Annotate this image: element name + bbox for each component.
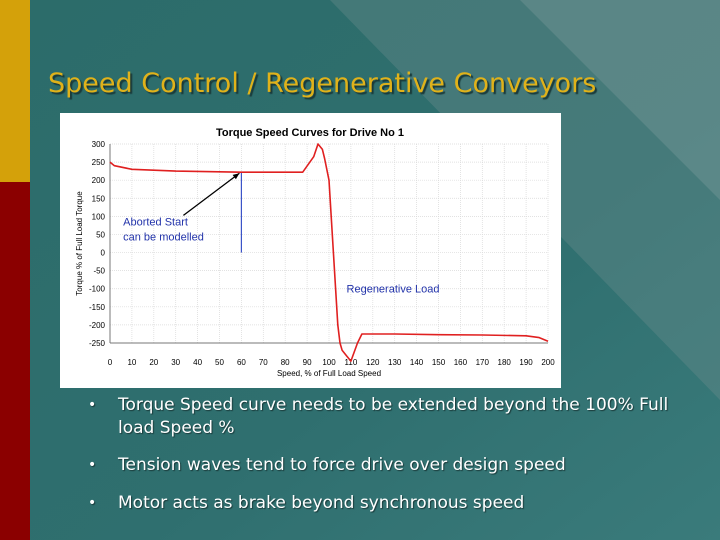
x-tick-label: 0 (108, 358, 113, 367)
y-axis-label: Torque % of Full Load Torque (75, 191, 84, 296)
x-tick-label: 50 (215, 358, 224, 367)
y-tick-label: -250 (89, 339, 106, 348)
bullet-item: • Motor acts as brake beyond synchronous… (88, 492, 688, 515)
bullet-dot-icon: • (88, 397, 97, 413)
y-tick-label: 100 (92, 212, 106, 221)
y-tick-label: 200 (92, 176, 106, 185)
x-tick-label: 190 (519, 358, 533, 367)
y-tick-label: -100 (89, 285, 106, 294)
x-tick-label: 200 (541, 358, 555, 367)
x-tick-label: 140 (410, 358, 424, 367)
red-bar (0, 182, 30, 540)
slide-title: Speed Control / Regenerative Conveyors (48, 68, 597, 99)
x-tick-label: 180 (498, 358, 512, 367)
y-tick-label: 50 (96, 230, 105, 239)
x-tick-label: 120 (366, 358, 380, 367)
x-tick-label: 100 (322, 358, 336, 367)
x-tick-label: 60 (237, 358, 246, 367)
torque-speed-chart: Torque Speed Curves for Drive No 1 30025… (75, 127, 555, 378)
x-tick-label: 20 (149, 358, 158, 367)
grid (109, 143, 549, 344)
x-axis-label: Speed, % of Full Load Speed (277, 369, 381, 378)
bullet-text: Torque Speed curve needs to be extended … (118, 395, 669, 438)
arrow-shaft (183, 172, 240, 216)
annotation-arrow (183, 172, 240, 216)
x-tick-label: 110 (345, 358, 358, 367)
bullet-dot-icon: • (88, 457, 97, 473)
bullet-item: • Tension waves tend to force drive over… (88, 454, 688, 477)
bullet-dot-icon: • (88, 495, 97, 511)
gold-bar (0, 0, 30, 182)
bullet-text: Tension waves tend to force drive over d… (118, 455, 566, 475)
annotation-aborted-start-line1: Aborted Start (123, 216, 188, 228)
y-tick-label: -150 (89, 303, 106, 312)
y-tick-label: 0 (101, 249, 106, 258)
annotation-regenerative-load: Regenerative Load (347, 283, 440, 295)
axes (109, 144, 548, 344)
x-tick-label: 150 (432, 358, 446, 367)
chart-title: Torque Speed Curves for Drive No 1 (216, 127, 404, 139)
annotation-aborted-start-line2: can be modelled (123, 231, 204, 243)
x-tick-label: 160 (454, 358, 468, 367)
bullet-item: • Torque Speed curve needs to be extende… (88, 394, 688, 440)
x-tick-label: 40 (193, 358, 202, 367)
x-tick-label: 130 (388, 358, 402, 367)
x-tick-label: 90 (303, 358, 312, 367)
arrow-head (232, 173, 240, 180)
y-tick-label: 150 (92, 194, 106, 203)
y-tick-label: -50 (93, 267, 105, 276)
x-tick-label: 170 (476, 358, 490, 367)
x-tick-label: 10 (127, 358, 136, 367)
torque-series (109, 143, 549, 362)
series-line (109, 143, 549, 362)
x-tick-label: 70 (259, 358, 268, 367)
x-tick-label: 80 (281, 358, 290, 367)
y-tick-label: -200 (89, 321, 106, 330)
y-tick-label: 300 (92, 140, 106, 149)
y-tick-labels: 300 250 200 150 100 50 0 -50 -100 -150 -200 -250 (89, 140, 106, 348)
x-tick-label: 30 (171, 358, 180, 367)
bullet-list: • Torque Speed curve needs to be extende… (88, 394, 688, 515)
y-tick-label: 250 (92, 158, 106, 167)
bullet-text: Motor acts as brake beyond synchronous s… (118, 493, 525, 513)
chart-panel: Torque Speed Curves for Drive No 1 300 25… (60, 113, 561, 388)
x-tick-labels: 0 10 20 30 40 50 60 70 80 90 100 110 120 130 140 150 160… (108, 358, 555, 367)
